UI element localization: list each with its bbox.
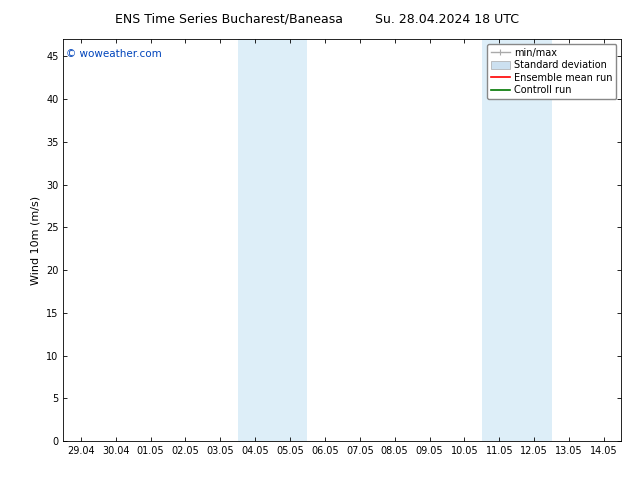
Text: © woweather.com: © woweather.com — [66, 49, 162, 59]
Bar — [482, 39, 517, 441]
Y-axis label: Wind 10m (m/s): Wind 10m (m/s) — [30, 196, 41, 285]
Bar — [238, 39, 273, 441]
Bar — [517, 39, 552, 441]
Legend: min/max, Standard deviation, Ensemble mean run, Controll run: min/max, Standard deviation, Ensemble me… — [487, 44, 616, 99]
Text: ENS Time Series Bucharest/Baneasa        Su. 28.04.2024 18 UTC: ENS Time Series Bucharest/Baneasa Su. 28… — [115, 12, 519, 25]
Bar — [273, 39, 307, 441]
